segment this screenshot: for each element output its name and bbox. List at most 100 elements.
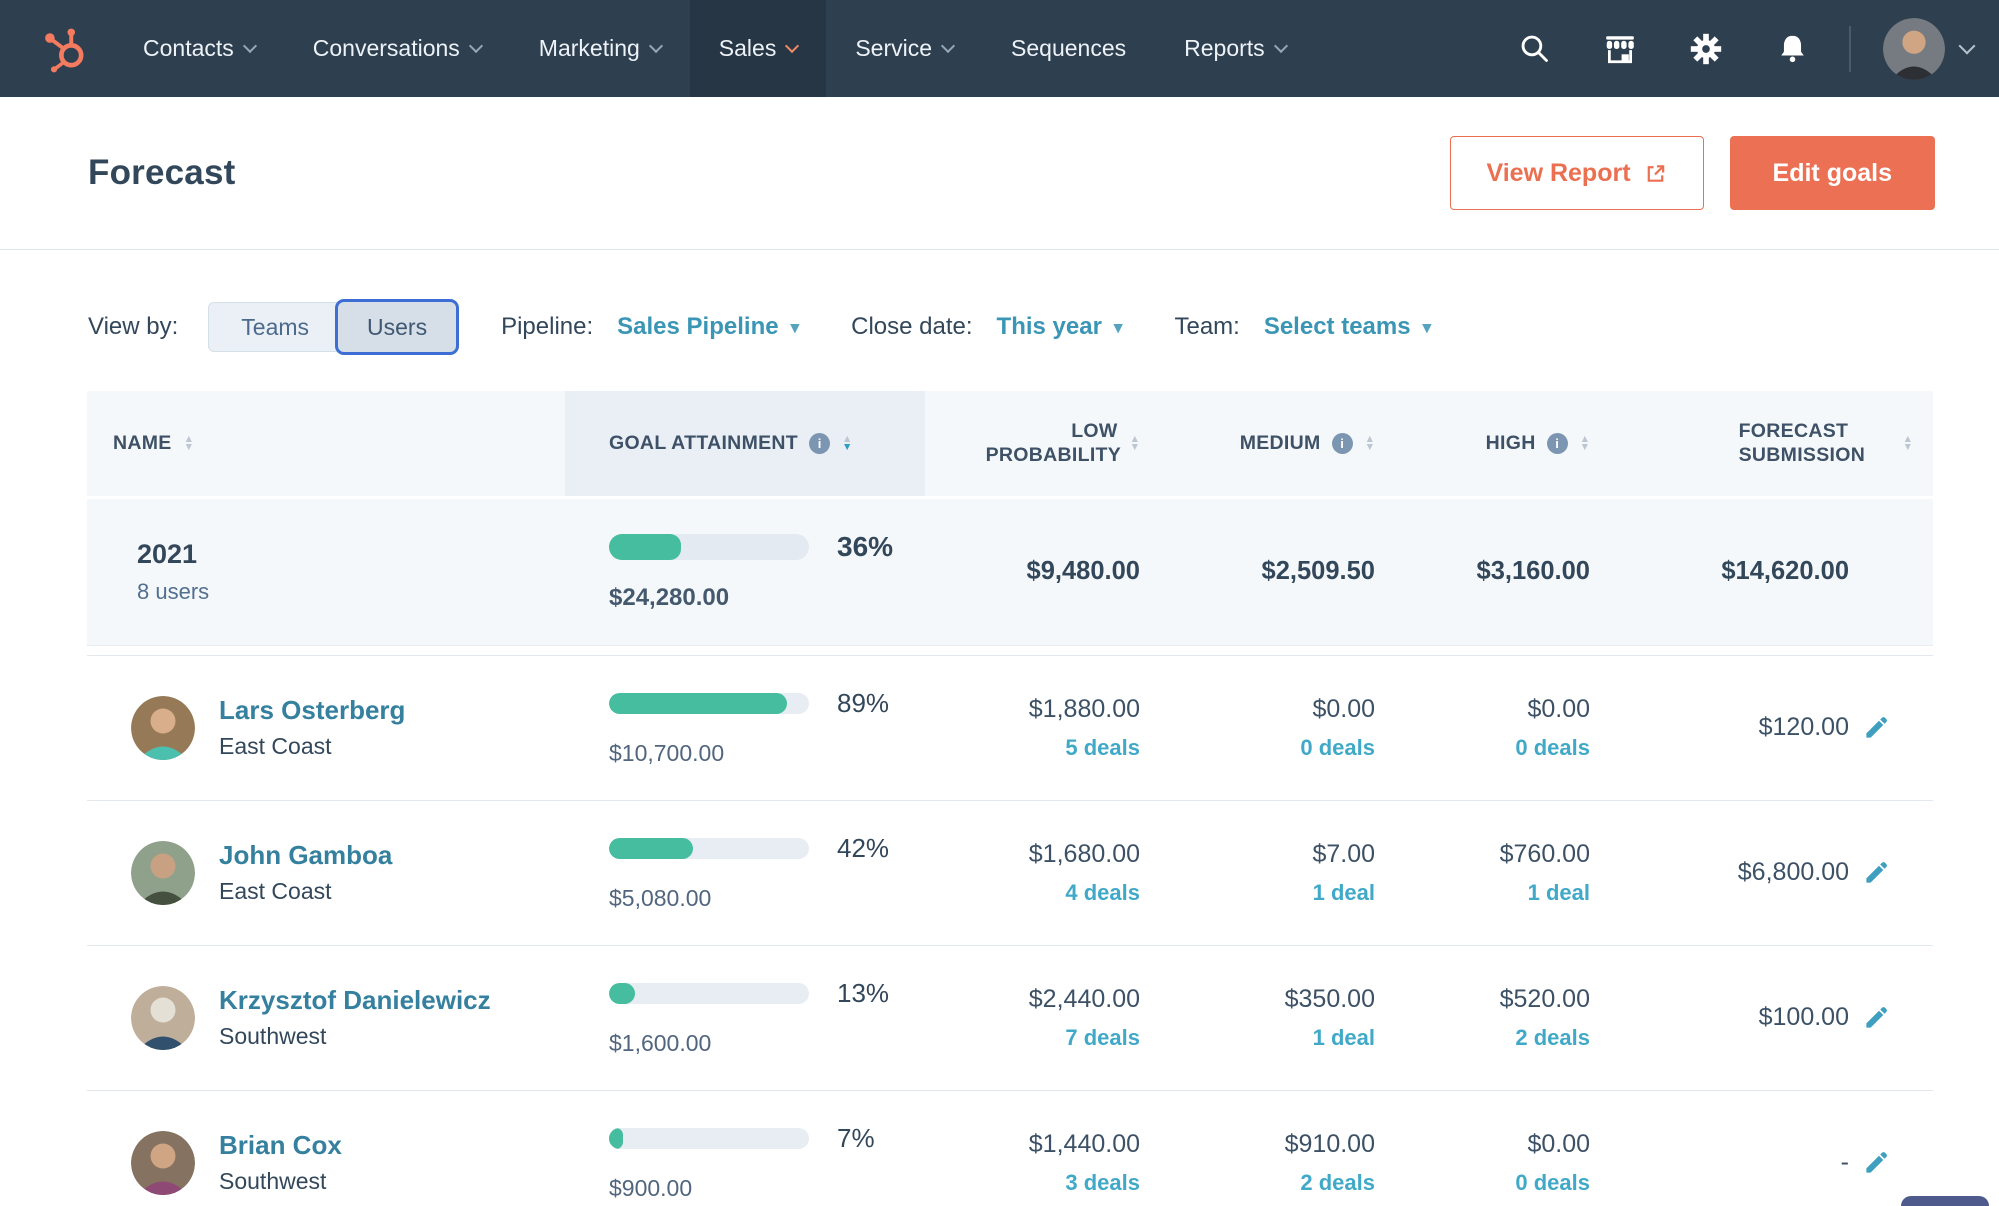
edit-pencil-icon[interactable] — [1863, 1149, 1890, 1176]
chevron-down-icon — [1273, 38, 1288, 53]
goal-percent: 7% — [837, 1123, 875, 1154]
sort-icons: ▲ ▼ — [1129, 433, 1140, 454]
view-by-toggle: Teams Users — [208, 299, 460, 355]
column-header-forecast-submission[interactable]: FORECAST SUBMISSION ▲ ▼ — [1610, 391, 1933, 499]
high-deals-link[interactable]: 0 deals — [1515, 734, 1590, 760]
close-date-dropdown[interactable]: This year ▾ — [996, 313, 1123, 340]
external-link-icon — [1647, 164, 1664, 182]
nav-item-sequences[interactable]: Sequences — [1011, 35, 1127, 61]
high-deals-link[interactable]: 0 deals — [1515, 1169, 1590, 1195]
goal-progress-fill — [609, 534, 681, 560]
goal-percent: 13% — [837, 978, 890, 1008]
teams-toggle-button[interactable]: Teams — [208, 302, 342, 352]
account-chevron-down-icon[interactable] — [1958, 37, 1976, 54]
avatar — [131, 1130, 195, 1195]
bell-icon — [1780, 35, 1804, 63]
chevron-down-icon — [242, 38, 257, 53]
column-header-goal-attainment[interactable]: GOAL ATTAINMENT i ▲ ▼ — [565, 391, 925, 499]
main-menu: Contacts Conversations Marketing Sales S… — [114, 0, 1315, 97]
nav-item-sales[interactable]: Sales — [689, 0, 827, 97]
low-deals-link[interactable]: 7 deals — [1065, 1024, 1140, 1050]
edit-pencil-icon[interactable] — [1863, 714, 1890, 741]
info-icon[interactable]: i — [1546, 432, 1568, 454]
pipeline-dropdown[interactable]: Sales Pipeline ▾ — [617, 313, 800, 340]
search-button[interactable] — [1491, 0, 1577, 97]
medium-deals-link[interactable]: 1 deal — [1312, 879, 1375, 905]
user-name-link[interactable]: John Gamboa — [219, 840, 393, 870]
nav-item-marketing[interactable]: Marketing — [510, 0, 690, 97]
team-dropdown[interactable]: Select teams ▾ — [1263, 313, 1432, 340]
sort-icons: ▲ ▼ — [183, 433, 195, 454]
page-header: Forecast View Report Edit goals — [0, 97, 1999, 250]
nav-utilities — [1491, 0, 1999, 97]
forecast-amount: $100.00 — [1758, 1003, 1849, 1031]
user-team: Southwest — [219, 1023, 327, 1049]
goal-progress-fill — [609, 1128, 623, 1150]
edit-goals-button[interactable]: Edit goals — [1729, 136, 1935, 210]
column-header-name[interactable]: NAME ▲ ▼ — [87, 391, 565, 499]
chat-widget-button[interactable] — [1901, 1196, 1989, 1206]
sort-icons: ▲ ▼ — [1902, 433, 1913, 454]
forecast-amount: $14,620.00 — [1721, 557, 1849, 585]
edit-pencil-icon[interactable] — [1863, 859, 1890, 886]
high-deals-link[interactable]: 1 deal — [1527, 879, 1590, 905]
medium-deals-link[interactable]: 0 deals — [1300, 734, 1375, 760]
forecast-amount: $120.00 — [1758, 713, 1849, 741]
high-deals-link[interactable]: 2 deals — [1515, 1024, 1590, 1050]
goal-progress-fill — [609, 983, 635, 1004]
view-by-label: View by: — [88, 313, 179, 340]
chevron-down-icon — [785, 38, 800, 53]
column-header-high[interactable]: HIGH i ▲ ▼ — [1395, 391, 1610, 499]
goal-amount: $900.00 — [609, 1175, 693, 1202]
forecast-table: NAME ▲ ▼ GOAL ATTAINMENT i ▲ ▼ LOW PROBABI… — [87, 391, 1933, 1206]
user-name-link[interactable]: Lars Osterberg — [219, 695, 406, 725]
summary-year: 2021 — [137, 538, 198, 569]
user-name-link[interactable]: Brian Cox — [219, 1130, 342, 1161]
account-avatar[interactable] — [1883, 17, 1945, 80]
users-toggle-button[interactable]: Users — [335, 299, 460, 355]
low-deals-link[interactable]: 3 deals — [1065, 1169, 1140, 1195]
column-header-low-probability[interactable]: LOW PROBABILITY ▲ ▼ — [925, 391, 1160, 499]
medium-deals-link[interactable]: 1 deal — [1312, 1024, 1375, 1050]
avatar — [131, 695, 195, 760]
top-nav: Contacts Conversations Marketing Sales S… — [0, 0, 1999, 97]
user-team: Southwest — [219, 1168, 327, 1195]
hubspot-sprocket-icon — [45, 28, 84, 72]
goal-amount: $5,080.00 — [609, 885, 712, 911]
nav-item-conversations[interactable]: Conversations — [284, 0, 510, 97]
edit-pencil-icon[interactable] — [1863, 1004, 1890, 1031]
chevron-down-icon — [940, 38, 956, 53]
low-deals-link[interactable]: 5 deals — [1065, 734, 1140, 760]
medium-deals-link[interactable]: 2 deals — [1300, 1169, 1375, 1195]
pipeline-label: Pipeline: — [501, 313, 594, 340]
goal-amount: $1,600.00 — [609, 1030, 712, 1056]
nav-item-reports[interactable]: Reports — [1155, 0, 1315, 97]
low-amount: $9,480.00 — [1026, 557, 1140, 585]
chevron-down-icon — [648, 38, 663, 53]
marketplace-button[interactable] — [1577, 0, 1663, 97]
info-icon[interactable]: i — [809, 432, 831, 454]
sort-icons: ▲ ▼ — [1579, 433, 1590, 454]
medium-amount: $2,509.50 — [1261, 557, 1375, 585]
caret-down-icon: ▾ — [1422, 318, 1432, 337]
hubspot-logo[interactable] — [0, 0, 114, 97]
view-report-button[interactable]: View Report — [1449, 136, 1704, 210]
page-title: Forecast — [88, 153, 236, 192]
user-name-link[interactable]: Krzysztof Danielewicz — [219, 985, 491, 1015]
high-amount: $0.00 — [1527, 694, 1590, 723]
user-team: East Coast — [219, 733, 332, 759]
user-team: East Coast — [219, 878, 332, 904]
medium-amount: $910.00 — [1284, 1129, 1375, 1158]
low-deals-link[interactable]: 4 deals — [1065, 879, 1140, 905]
nav-item-service[interactable]: Service — [826, 0, 982, 97]
goal-percent: 89% — [837, 688, 890, 718]
info-icon[interactable]: i — [1331, 432, 1353, 454]
notifications-button[interactable] — [1749, 0, 1835, 97]
settings-button[interactable] — [1663, 0, 1749, 97]
table-row: Lars Osterberg East Coast 89% $10,700.00… — [87, 654, 1933, 800]
goal-progress-bar — [609, 693, 809, 714]
column-header-medium[interactable]: MEDIUM i ▲ ▼ — [1160, 391, 1395, 499]
nav-item-contacts[interactable]: Contacts — [114, 0, 284, 97]
low-amount: $1,440.00 — [1028, 1129, 1140, 1158]
goal-amount: $24,280.00 — [609, 584, 730, 611]
